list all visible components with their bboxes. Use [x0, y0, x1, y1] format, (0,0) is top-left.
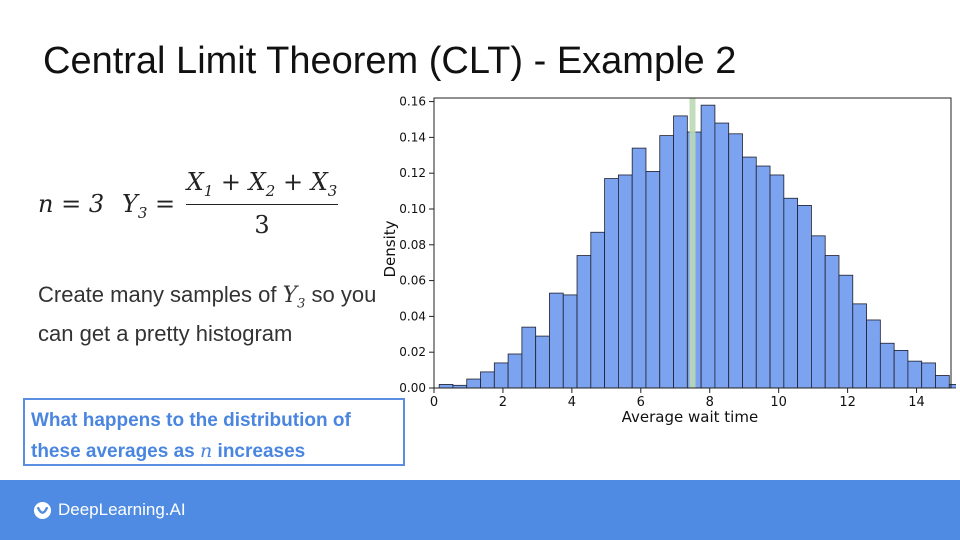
- histogram-bar: [935, 375, 950, 389]
- histogram-bar: [562, 294, 578, 389]
- histogram-bar: [824, 255, 840, 389]
- x-tick-label: 12: [839, 395, 856, 410]
- y-tick-label: 0.08: [399, 238, 426, 252]
- y-tick-label: 0.14: [399, 130, 426, 144]
- histogram-bar: [879, 342, 895, 389]
- x-tick-label: 10: [770, 395, 787, 410]
- histogram-bar: [631, 147, 647, 389]
- deeplearning-logo-icon: [33, 501, 52, 519]
- histogram-bar: [755, 165, 771, 389]
- histogram-bar: [590, 231, 606, 389]
- body-variable: Y3: [282, 283, 306, 312]
- histogram-bar: [645, 170, 661, 389]
- histogram-bar: [617, 174, 633, 389]
- histogram-bar: [838, 274, 854, 389]
- histogram-bar: [438, 384, 454, 389]
- histogram-bar: [769, 174, 785, 389]
- plot-frame: [433, 97, 952, 389]
- histogram-bar: [673, 115, 688, 389]
- histogram-bar: [714, 122, 730, 389]
- logo-text: DeepLearning.AI: [58, 500, 186, 519]
- x-tick-label: 0: [430, 395, 438, 410]
- slide-title: Central Limit Theorem (CLT) - Example 2: [43, 40, 737, 82]
- sample-size-label: n = 3: [38, 190, 105, 218]
- histogram-bar: [797, 205, 812, 389]
- histogram-bar: [507, 353, 523, 389]
- histogram-bar: [493, 362, 509, 389]
- y-tick-label: 0.02: [399, 345, 426, 359]
- y-tick-label: 0.12: [399, 166, 426, 180]
- histogram-bar: [948, 384, 956, 389]
- x-tick-label: 2: [499, 395, 507, 410]
- histogram-bar: [742, 156, 757, 389]
- histogram-bar: [659, 135, 674, 389]
- clt-formula: n = 3 Y3 = X1 + X2 + X3 3: [38, 168, 358, 248]
- instruction-text: Create many samples of Y3 so you can get…: [38, 282, 377, 347]
- mean-marker-line: [689, 98, 696, 388]
- histogram-bar: [466, 378, 481, 389]
- y-tick-label: 0.06: [399, 274, 426, 288]
- histogram-bar: [921, 362, 936, 389]
- fraction-bar: [186, 203, 338, 206]
- y-tick-label: 0.00: [399, 381, 426, 395]
- deeplearning-logo: DeepLearning.AI: [33, 500, 186, 520]
- y-tick-label: 0.16: [399, 95, 426, 109]
- histogram-bar: [907, 360, 923, 389]
- histogram-bar: [728, 133, 743, 389]
- average-fraction: X1 + X2 + X3 3: [186, 168, 338, 239]
- histogram-bar: [576, 255, 592, 389]
- x-tick-label: 6: [637, 395, 645, 410]
- footer-bar: DeepLearning.AI: [0, 480, 960, 540]
- y-tick-label: 0.04: [399, 309, 426, 323]
- fraction-denominator: 3: [254, 211, 270, 240]
- y-axis-label: Density: [381, 220, 399, 277]
- histogram-chart: 0 2 4 6 8 10 12 14 0.00 0.02 0.04 0.06 0.08 0.10 0.12 0…: [381, 95, 956, 426]
- histogram-bar: [893, 350, 909, 389]
- y-tick-label: 0.10: [399, 202, 426, 216]
- histogram-bar: [480, 371, 495, 389]
- fraction-numerator: X1 + X2 + X3: [186, 168, 338, 200]
- histogram-bar: [535, 335, 550, 389]
- average-variable: Y3 =: [122, 190, 176, 222]
- question-callout: What happens to the distribution of thes…: [23, 398, 405, 466]
- histogram-bar: [852, 303, 867, 389]
- histogram-bar: [811, 235, 826, 389]
- histogram-bar: [866, 319, 881, 389]
- x-axis-label: Average wait time: [622, 408, 759, 426]
- x-tick-label: 8: [706, 395, 714, 410]
- histogram-bar: [604, 178, 619, 389]
- x-tick-label: 14: [908, 395, 925, 410]
- callout-text: What happens to the distribution of thes…: [31, 410, 351, 462]
- histogram-bar: [783, 197, 799, 389]
- histogram-bar: [521, 326, 537, 389]
- histogram-bar: [700, 104, 716, 389]
- x-tick-label: 4: [568, 395, 576, 410]
- histogram-bar: [549, 292, 564, 389]
